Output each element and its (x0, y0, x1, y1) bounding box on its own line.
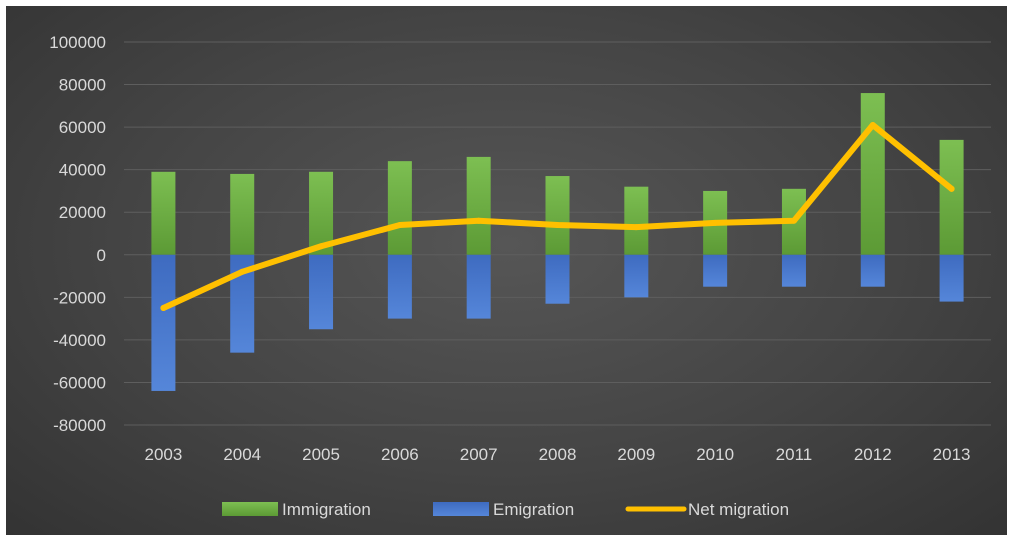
net-migration-point (790, 217, 797, 224)
net-migration-point (160, 304, 167, 311)
x-tick-label: 2009 (617, 445, 655, 464)
bar-emigration (309, 254, 334, 330)
x-tick-label: 2005 (302, 445, 340, 464)
y-tick-label: 40000 (59, 161, 106, 180)
bar-emigration (387, 254, 412, 319)
legend-label: Net migration (688, 500, 789, 519)
bar-emigration (781, 254, 806, 287)
x-tick-label: 2006 (381, 445, 419, 464)
x-tick-label: 2011 (776, 445, 813, 464)
x-tick-label: 2003 (144, 445, 182, 464)
y-tick-label: 80000 (59, 76, 106, 95)
net-migration-point (475, 217, 482, 224)
legend-swatch (433, 502, 489, 516)
bar-immigration (387, 161, 412, 255)
bars (151, 93, 964, 391)
bar-immigration (624, 186, 649, 255)
x-tick-label: 2010 (696, 445, 734, 464)
x-tick-label: 2007 (460, 445, 498, 464)
x-tick-label: 2013 (933, 445, 971, 464)
bar-immigration (230, 173, 255, 255)
net-migration-point (948, 185, 955, 192)
y-tick-label: -80000 (53, 416, 106, 435)
legend-swatch (222, 502, 278, 516)
y-tick-label: -20000 (53, 288, 106, 307)
y-tick-label: -60000 (53, 373, 106, 392)
legend-item-emigration: Emigration (433, 500, 574, 519)
y-tick-label: 20000 (59, 203, 106, 222)
bar-emigration (545, 254, 570, 304)
bar-immigration (151, 171, 176, 255)
bar-immigration (309, 171, 334, 255)
legend: Immigration Emigration Net migration (222, 500, 789, 519)
legend-label: Emigration (493, 500, 574, 519)
bar-emigration (466, 254, 491, 319)
legend-item-net-migration: Net migration (625, 500, 789, 519)
bar-emigration (703, 254, 728, 287)
y-tick-label: 100000 (49, 33, 106, 52)
bar-emigration (860, 254, 885, 287)
legend-item-immigration: Immigration (222, 500, 371, 519)
x-axis-tick-labels: 2003 2004 2005 2006 2007 2008 2009 2010 2011 2012… (144, 445, 970, 464)
bar-emigration (939, 254, 964, 302)
net-migration-point (869, 121, 876, 128)
x-tick-label: 2004 (223, 445, 261, 464)
net-migration-line-layer (160, 121, 955, 311)
x-tick-label: 2012 (854, 445, 892, 464)
chart-svg: 100000 80000 60000 40000 20000 0 -20000 -40000 -… (49, 33, 991, 519)
net-migration-point (239, 268, 246, 275)
legend-label: Immigration (282, 500, 371, 519)
bar-immigration (545, 176, 570, 255)
y-axis-tick-labels: 100000 80000 60000 40000 20000 0 -20000 -40000 -… (49, 33, 106, 435)
bar-immigration (939, 139, 964, 255)
y-tick-label: -40000 (53, 331, 106, 350)
y-tick-label: 0 (97, 246, 106, 265)
bar-emigration (151, 254, 176, 391)
bar-immigration (466, 156, 491, 255)
net-migration-point (396, 221, 403, 228)
net-migration-point (554, 221, 561, 228)
chart-area: 100000 80000 60000 40000 20000 0 -20000 -40000 -… (6, 6, 1007, 535)
net-migration-point (318, 243, 325, 250)
y-tick-label: 60000 (59, 118, 106, 137)
bar-immigration (860, 93, 885, 255)
net-migration-point (633, 224, 640, 231)
net-migration-point (712, 219, 719, 226)
x-tick-label: 2008 (539, 445, 577, 464)
bar-emigration (624, 254, 649, 298)
